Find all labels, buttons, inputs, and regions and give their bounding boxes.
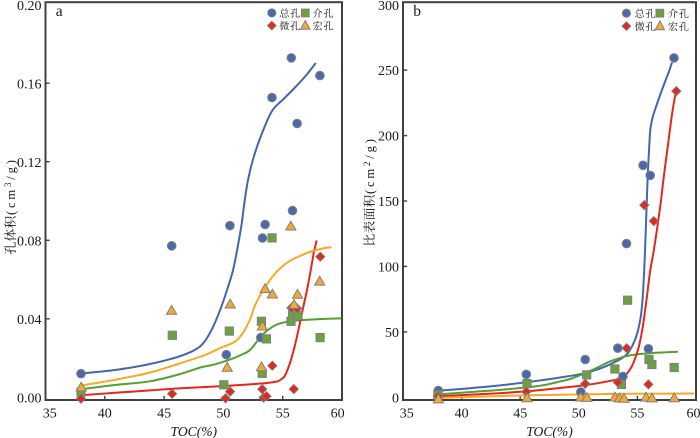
svg-text:50: 50 bbox=[216, 407, 230, 422]
svg-text:35: 35 bbox=[43, 407, 57, 422]
svg-text:b: b bbox=[413, 3, 421, 20]
svg-text:55: 55 bbox=[276, 407, 290, 422]
svg-text:0: 0 bbox=[392, 391, 399, 406]
svg-text:0.08: 0.08 bbox=[17, 234, 42, 249]
svg-text:(cm3/g): (cm3/g) bbox=[3, 157, 18, 215]
svg-text:0.16: 0.16 bbox=[17, 77, 42, 92]
svg-text:60: 60 bbox=[687, 407, 700, 422]
svg-text:TOC(%): TOC(%) bbox=[171, 424, 218, 438]
svg-text:TOC(%): TOC(%) bbox=[526, 424, 573, 438]
svg-text:60: 60 bbox=[331, 407, 345, 422]
svg-text:(cm2/g): (cm2/g) bbox=[362, 136, 377, 194]
svg-text:0.12: 0.12 bbox=[17, 156, 42, 171]
svg-text:0.20: 0.20 bbox=[17, 0, 42, 14]
svg-text:0.00: 0.00 bbox=[17, 391, 42, 406]
svg-text:0.04: 0.04 bbox=[17, 313, 42, 328]
svg-text:40: 40 bbox=[98, 407, 112, 422]
svg-text:150: 150 bbox=[378, 195, 399, 210]
svg-text:50: 50 bbox=[385, 326, 399, 341]
svg-text:50: 50 bbox=[572, 407, 586, 422]
svg-text:45: 45 bbox=[157, 407, 171, 422]
svg-text:40: 40 bbox=[455, 407, 469, 422]
svg-text:35: 35 bbox=[400, 407, 414, 422]
svg-text:100: 100 bbox=[378, 261, 399, 276]
svg-text:300: 300 bbox=[378, 0, 399, 14]
svg-text:250: 250 bbox=[378, 64, 399, 79]
svg-text:200: 200 bbox=[378, 130, 399, 145]
svg-text:a: a bbox=[56, 3, 63, 20]
svg-text:45: 45 bbox=[513, 407, 527, 422]
svg-text:55: 55 bbox=[630, 407, 644, 422]
